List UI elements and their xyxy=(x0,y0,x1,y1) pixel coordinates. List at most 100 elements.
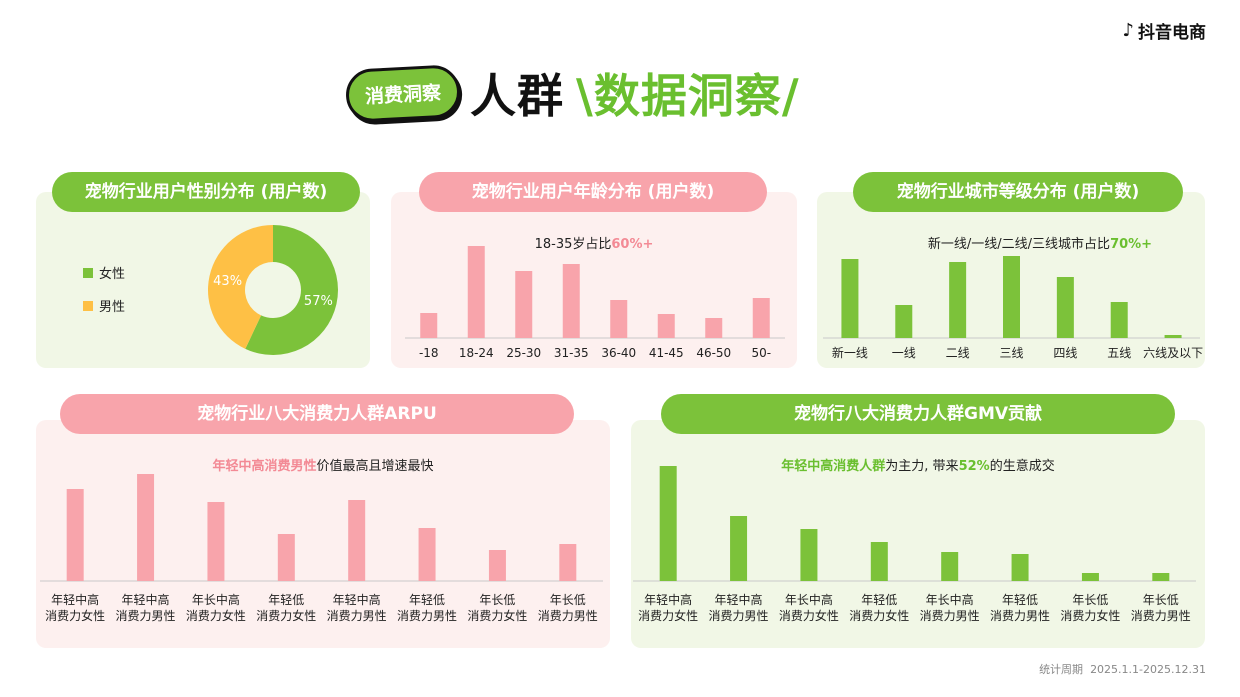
legend-item-female: 女性 xyxy=(83,263,125,282)
category-label: 消费力女性 xyxy=(256,608,316,623)
category-label: 年长低 xyxy=(550,593,586,607)
city-subtitle-text: 新一线/一线/二线/三线城市占比 xyxy=(927,237,1111,252)
arpu-title: 宠物行业八大消费力人群ARPU xyxy=(60,394,574,434)
bar xyxy=(467,246,485,338)
city-bar-chart: 新一线 一线 二线 三线 四线 五线 六线及以下 xyxy=(823,256,1203,360)
age-panel xyxy=(391,192,797,368)
bar xyxy=(610,300,628,338)
category-label: 消费力女性 xyxy=(638,608,698,623)
brand-name: 抖音电商 xyxy=(1138,23,1206,43)
legend-label-female: 女性 xyxy=(99,267,126,282)
bar xyxy=(348,500,366,581)
bar xyxy=(800,529,818,581)
category-label: 年轻低 xyxy=(1002,593,1038,607)
category-label: 年轻低 xyxy=(409,593,445,607)
category-label: 消费力男性 xyxy=(327,609,387,623)
bar xyxy=(66,489,84,581)
hero-pill: 消费洞察 xyxy=(344,63,462,123)
category-label: 年轻中高 xyxy=(333,592,381,607)
category-label: 年轻中高 xyxy=(122,592,170,607)
bar xyxy=(515,271,533,338)
category-label: 年轻中高 xyxy=(644,592,692,607)
category-label: 年轻中高 xyxy=(715,592,763,607)
category-label: 年轻中高 xyxy=(51,592,99,607)
category-label: 消费力男性 xyxy=(538,609,598,623)
city-title: 宠物行业城市等级分布 (用户数) xyxy=(853,172,1183,212)
bar xyxy=(1056,277,1074,338)
bar xyxy=(207,502,225,581)
bar xyxy=(137,474,155,581)
bar xyxy=(1011,554,1029,581)
legend-swatch-female xyxy=(83,267,93,278)
category-label: 消费力男性 xyxy=(116,609,176,623)
arpu-subtitle-highlight: 年轻中高消费男性 xyxy=(212,459,317,474)
age-subtitle-highlight: 60%+ xyxy=(611,237,654,252)
bar xyxy=(657,314,675,338)
category-label: 消费力男性 xyxy=(920,609,980,623)
age-title: 宠物行业用户年龄分布 (用户数) xyxy=(419,172,767,212)
category-label: 年轻低 xyxy=(861,593,897,607)
gmv-bar-chart: 年轻中高消费力女性年轻中高消费力男性年长中高消费力女性年轻低消费力女性年长中高消… xyxy=(633,466,1196,623)
category-label: -18 xyxy=(419,346,439,360)
hero-title-main: 人群 xyxy=(470,69,565,123)
category-label: 消费力女性 xyxy=(849,608,909,623)
bar xyxy=(659,466,677,581)
category-label: 年长中高 xyxy=(926,592,974,607)
arpu-subtitle: 年轻中高消费男性价值最高且增速最快 xyxy=(36,455,610,474)
category-label: 25-30 xyxy=(506,346,541,360)
bar xyxy=(277,534,295,581)
bar xyxy=(1164,335,1182,338)
hero-title-accent: \数据洞察/ xyxy=(576,69,800,123)
bar xyxy=(705,318,723,338)
legend-swatch-male xyxy=(83,300,93,311)
donut-slice xyxy=(208,225,273,349)
bar xyxy=(941,552,959,581)
city-subtitle-highlight: 70%+ xyxy=(1110,237,1153,252)
donut-slice xyxy=(245,225,338,355)
arpu-panel xyxy=(36,420,610,648)
category-label: 年长低 xyxy=(1072,593,1108,607)
arpu-bar-chart: 年轻中高消费力女性年轻中高消费力男性年长中高消费力女性年轻低消费力女性年轻中高消… xyxy=(40,474,603,623)
bar xyxy=(562,264,580,338)
category-label: 18-24 xyxy=(459,346,494,360)
legend-item-male: 男性 xyxy=(83,296,125,315)
bar xyxy=(418,528,436,581)
category-label: 三线 xyxy=(999,346,1023,360)
age-bar-chart: -18 18-24 25-30 31-35 36-40 41-45 46-50 50- xyxy=(405,246,785,360)
bar xyxy=(1152,573,1170,581)
category-label: 消费力女性 xyxy=(779,608,839,623)
category-label: 消费力男性 xyxy=(397,609,457,623)
category-label: 46-50 xyxy=(696,346,731,360)
category-label: 消费力女性 xyxy=(45,608,105,623)
category-label: 年长低 xyxy=(479,593,515,607)
music-note-icon: ♪ xyxy=(1122,20,1135,41)
category-label: 消费力男性 xyxy=(990,609,1050,623)
category-label: 41-45 xyxy=(649,346,684,360)
category-label: 消费力男性 xyxy=(709,609,769,623)
bar xyxy=(870,542,888,581)
stat-period-range: 2025.1.1-2025.12.31 xyxy=(1090,663,1206,676)
category-label: 四线 xyxy=(1053,346,1077,360)
bar xyxy=(752,298,770,338)
bar xyxy=(1110,302,1128,338)
bar xyxy=(895,305,913,338)
bar xyxy=(1003,256,1020,338)
category-label: 31-35 xyxy=(554,346,589,360)
bar xyxy=(1081,573,1099,581)
gender-title: 宠物行业用户性别分布 (用户数) xyxy=(52,172,360,212)
gender-legend: 女性 男性 xyxy=(83,263,125,329)
category-label: 年长中高 xyxy=(192,592,240,607)
category-label: 36-40 xyxy=(601,346,636,360)
category-label: 二线 xyxy=(946,346,970,360)
bar xyxy=(841,259,859,338)
stat-period-label: 统计周期 xyxy=(1039,663,1084,676)
gender-donut-chart: 57% 43% xyxy=(208,225,338,355)
category-label: 一线 xyxy=(892,346,916,360)
category-label: 五线 xyxy=(1107,346,1131,360)
city-subtitle: 新一线/一线/二线/三线城市占比70%+ xyxy=(817,233,1240,252)
gmv-subtitle-suffix: 的生意成交 xyxy=(989,459,1055,474)
donut-slice-label: 57% xyxy=(304,294,333,309)
brand-logo: ♪ 抖音电商 xyxy=(1123,18,1207,43)
category-label: 新一线 xyxy=(832,345,868,360)
hero-title: 消费洞察 人群 \数据洞察/ xyxy=(344,62,800,124)
